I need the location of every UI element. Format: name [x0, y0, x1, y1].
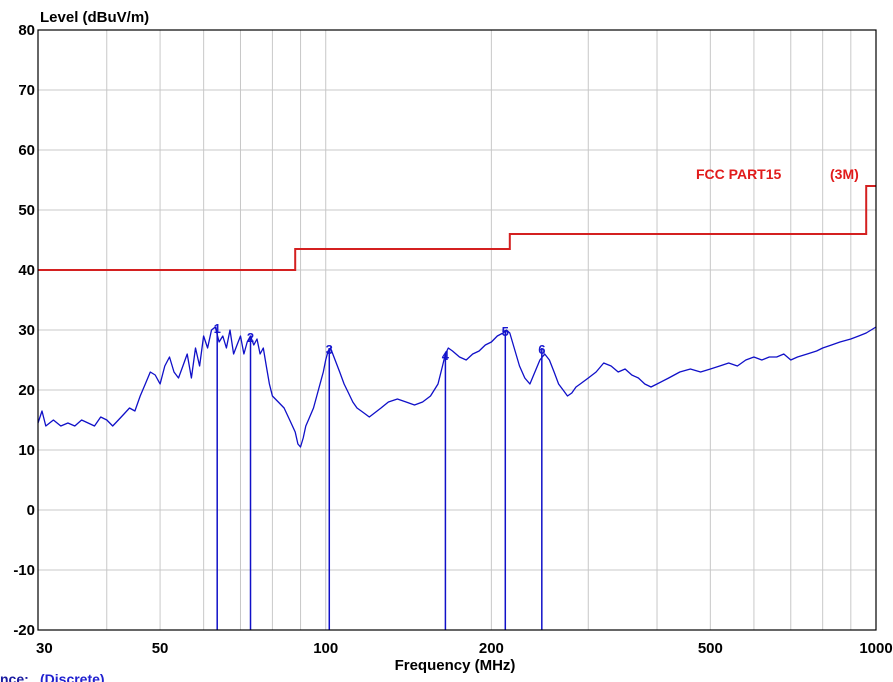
- marker-lines-group: 123 456: [214, 321, 545, 630]
- x-tick-labels: 30 50 100 200 500 1000: [36, 640, 893, 657]
- y-axis-label: Level (dBuV/m): [40, 9, 149, 26]
- x-tick-label: 1000: [859, 640, 892, 657]
- marker-label: 4: [442, 348, 450, 363]
- limit-line: [38, 185, 876, 271]
- limit-line-group: [38, 185, 876, 271]
- y-tick-label: 0: [27, 502, 35, 519]
- y-tick-label: 80: [18, 22, 35, 39]
- measurement-trace-group: [37, 326, 877, 448]
- y-tick-label: 60: [18, 142, 35, 159]
- x-tick-label: 30: [36, 640, 53, 657]
- y-tick-labels: -20 -10 0 10 20 30 40 50 60 70 80: [13, 22, 35, 639]
- measurement-trace: [37, 326, 877, 448]
- footer-prefix: nce:: [0, 671, 29, 682]
- y-tick-label: 50: [18, 202, 35, 219]
- x-tick-label: 500: [698, 640, 723, 657]
- x-axis-label: Frequency (MHz): [395, 657, 516, 674]
- limit-label-right: (3M): [830, 166, 859, 182]
- y-tick-label: 10: [18, 442, 35, 459]
- footer-value: (Discrete): [40, 671, 105, 682]
- y-tick-label: 40: [18, 262, 35, 279]
- marker-label: 1: [214, 321, 221, 336]
- x-tick-label: 50: [152, 640, 169, 657]
- y-tick-label: -10: [13, 562, 35, 579]
- marker-label: 6: [538, 342, 545, 357]
- y-tick-label: -20: [13, 622, 35, 639]
- limit-label-left: FCC PART15: [696, 166, 782, 182]
- plot-frame: [37, 29, 877, 631]
- x-tick-label: 200: [479, 640, 504, 657]
- y-tick-label: 20: [18, 382, 35, 399]
- y-tick-label: 70: [18, 82, 35, 99]
- y-tick-label: 30: [18, 322, 35, 339]
- x-tick-label: 100: [313, 640, 338, 657]
